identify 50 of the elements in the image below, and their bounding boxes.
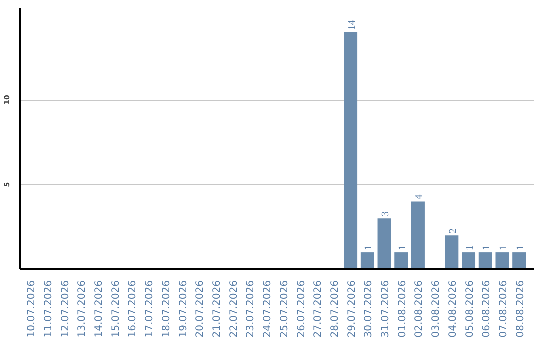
- x-tick-label: 18.07.2026: [161, 280, 172, 338]
- data-label: 1: [464, 246, 476, 251]
- bar: [478, 252, 492, 270]
- x-tick-label: 19.07.2026: [178, 280, 190, 338]
- x-tick-label: 05.08.2026: [464, 280, 476, 338]
- x-tick-label: 22.07.2026: [228, 280, 240, 338]
- x-tick-label: 08.08.2026: [515, 280, 526, 338]
- data-label: 14: [346, 20, 358, 30]
- bar: [378, 218, 392, 270]
- x-tick-label: 30.07.2026: [364, 280, 375, 338]
- x-tick-label: 11.07.2026: [43, 280, 54, 338]
- x-tick-label: 16.07.2026: [128, 280, 139, 338]
- x-tick-label: 01.08.2026: [397, 280, 408, 338]
- data-label: 2: [448, 228, 459, 234]
- bar: [344, 32, 358, 270]
- x-tick-label: 25.07.2026: [279, 280, 290, 338]
- bar: [394, 252, 408, 270]
- x-tick-label: 26.07.2026: [296, 280, 308, 338]
- data-label: 1: [515, 246, 526, 251]
- x-tick-label: 31.07.2026: [380, 280, 392, 338]
- bar: [512, 252, 526, 270]
- x-tick-label: 07.08.2026: [498, 280, 510, 338]
- x-tick-label: 28.07.2026: [330, 280, 341, 338]
- x-tick-label: 03.08.2026: [431, 280, 442, 338]
- x-tick-label: 24.07.2026: [262, 280, 274, 338]
- x-tick-label: 14.07.2026: [94, 280, 106, 338]
- x-tick-label: 04.08.2026: [448, 280, 459, 338]
- x-tick-label: 20.07.2026: [195, 280, 206, 338]
- x-tick-label: 06.08.2026: [482, 280, 493, 338]
- x-tick-label: 17.07.2026: [144, 280, 156, 338]
- data-label: 1: [498, 246, 510, 251]
- x-tick-label: 10.07.2026: [26, 280, 38, 338]
- bar: [445, 236, 459, 270]
- bar: [496, 252, 510, 270]
- data-label: 4: [414, 194, 426, 200]
- bar: [462, 252, 476, 270]
- bar: [411, 202, 425, 270]
- x-tick-label: 02.08.2026: [414, 280, 426, 338]
- x-tick-label: 21.07.2026: [212, 280, 223, 338]
- x-tick-label: 13.07.2026: [77, 280, 88, 338]
- bar: [360, 252, 374, 270]
- data-label: 1: [482, 246, 493, 251]
- x-tick-label: 27.07.2026: [313, 280, 324, 338]
- x-tick-label: 23.07.2026: [246, 280, 257, 338]
- x-tick-label: 12.07.2026: [60, 280, 72, 338]
- data-label: 1: [364, 246, 375, 251]
- data-label: 3: [380, 212, 392, 217]
- x-tick-label: 15.07.2026: [110, 280, 122, 338]
- data-label: 1: [397, 246, 408, 251]
- x-tick-label: 29.07.2026: [346, 280, 358, 338]
